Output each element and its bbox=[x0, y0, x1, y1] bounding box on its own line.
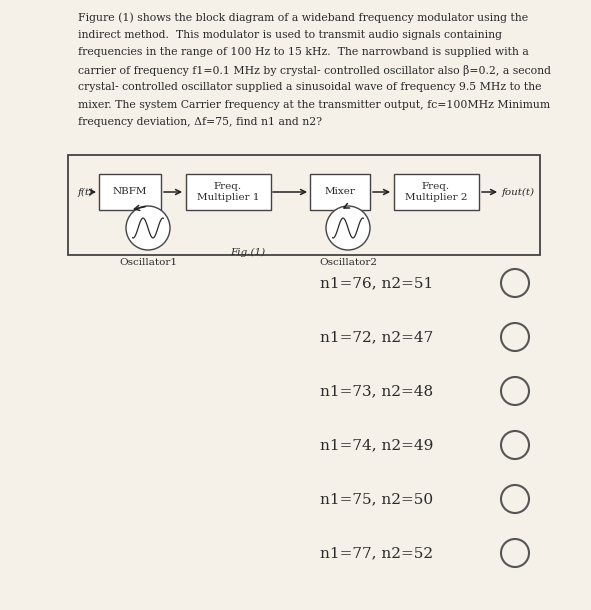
Bar bbox=[68, 155, 540, 255]
Text: crystal- controlled oscillator supplied a sinusoidal wave of frequency 9.5 MHz t: crystal- controlled oscillator supplied … bbox=[78, 82, 541, 92]
Text: frequency deviation, Δf=75, find n1 and n2?: frequency deviation, Δf=75, find n1 and … bbox=[78, 117, 322, 127]
Text: n1=77, n2=52: n1=77, n2=52 bbox=[320, 546, 433, 560]
Text: mixer. The system Carrier frequency at the transmitter output, fc=100MHz Minimum: mixer. The system Carrier frequency at t… bbox=[78, 99, 550, 110]
Text: n1=72, n2=47: n1=72, n2=47 bbox=[320, 330, 433, 344]
Text: n1=76, n2=51: n1=76, n2=51 bbox=[320, 276, 433, 290]
Bar bbox=[186, 174, 271, 210]
Text: n1=75, n2=50: n1=75, n2=50 bbox=[320, 492, 433, 506]
Text: Freq.
Multiplier 2: Freq. Multiplier 2 bbox=[405, 182, 467, 202]
Text: n1=74, n2=49: n1=74, n2=49 bbox=[320, 438, 433, 452]
Bar bbox=[310, 174, 370, 210]
Text: carrier of frequency f1=0.1 MHz by crystal- controlled oscillator also β=0.2, a : carrier of frequency f1=0.1 MHz by cryst… bbox=[78, 65, 551, 76]
Circle shape bbox=[501, 431, 529, 459]
Text: n1=73, n2=48: n1=73, n2=48 bbox=[320, 384, 433, 398]
Text: indirect method.  This modulator is used to transmit audio signals containing: indirect method. This modulator is used … bbox=[78, 29, 502, 40]
Bar bbox=[394, 174, 479, 210]
Bar bbox=[99, 174, 161, 210]
Text: Figure (1) shows the block diagram of a wideband frequency modulator using the: Figure (1) shows the block diagram of a … bbox=[78, 12, 528, 23]
Text: Freq.
Multiplier 1: Freq. Multiplier 1 bbox=[197, 182, 259, 202]
Circle shape bbox=[326, 206, 370, 250]
Circle shape bbox=[501, 377, 529, 405]
Text: NBFM: NBFM bbox=[113, 187, 147, 196]
Circle shape bbox=[501, 269, 529, 297]
Text: Oscillator1: Oscillator1 bbox=[119, 258, 177, 267]
Text: f(t): f(t) bbox=[78, 187, 94, 196]
Text: Oscillator2: Oscillator2 bbox=[319, 258, 377, 267]
Text: fout(t): fout(t) bbox=[502, 187, 535, 196]
Text: Fig.(1): Fig.(1) bbox=[230, 248, 265, 257]
Circle shape bbox=[501, 539, 529, 567]
Circle shape bbox=[501, 323, 529, 351]
Circle shape bbox=[126, 206, 170, 250]
Text: frequencies in the range of 100 Hz to 15 kHz.  The narrowband is supplied with a: frequencies in the range of 100 Hz to 15… bbox=[78, 47, 529, 57]
Text: Mixer: Mixer bbox=[324, 187, 355, 196]
Circle shape bbox=[501, 485, 529, 513]
